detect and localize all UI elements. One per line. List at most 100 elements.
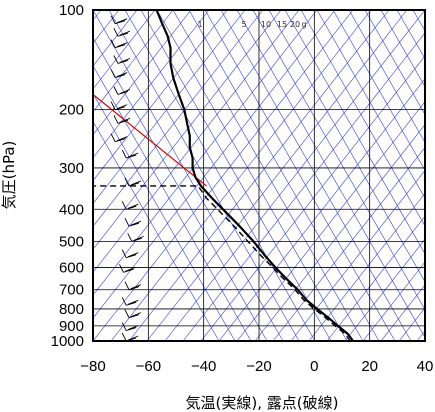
isotherm-line: [93, 10, 354, 341]
wind-barb-staff: [117, 10, 118, 11]
wind-barb-staff: [124, 218, 130, 227]
y-tick-label: 400: [59, 201, 84, 218]
wind-barb-flag: [130, 284, 142, 290]
wind-barb-flag: [117, 91, 129, 95]
dry-adiabat-line: [188, 10, 380, 341]
wind-barb-staff: [121, 149, 127, 159]
mixing-ratio-label: 1: [197, 20, 202, 29]
y-tick-label: 1000: [51, 333, 84, 350]
wind-barb-flag: [123, 268, 134, 273]
isotherm-line: [308, 192, 425, 341]
wind-barb-flag: [131, 237, 142, 242]
wind-barb: [117, 10, 120, 11]
isotherm-line: [272, 147, 425, 341]
wind-barb: [124, 177, 142, 187]
mixing-ratio-label: 10: [261, 20, 271, 29]
dry-adiabat-line: [236, 10, 425, 339]
wind-barb: [121, 249, 139, 259]
wind-barb-staff: [113, 115, 119, 124]
wind-barb-flag: [128, 325, 139, 330]
wind-barb-staff: [110, 133, 116, 142]
wind-barb: [124, 281, 142, 291]
y-tick-label: 800: [59, 301, 84, 318]
wind-barb-flag: [115, 106, 126, 111]
wind-barb-flag: [119, 117, 131, 123]
dry-adiabat-line: [220, 10, 412, 341]
dry-adiabat-line: [252, 10, 425, 311]
y-tick-label: 200: [59, 102, 84, 119]
wind-barb-staff: [113, 28, 119, 37]
isotherm-line: [93, 10, 264, 227]
dry-adiabat-line: [429, 10, 435, 341]
wind-barb: [110, 101, 128, 111]
wind-barb: [113, 55, 131, 64]
wind-barb-staff: [124, 281, 130, 290]
dry-adiabat-line: [124, 10, 316, 341]
wind-barb-flag: [117, 32, 129, 37]
temperature-line: [155, 10, 354, 341]
isotherm-line: [200, 55, 425, 341]
wind-barb: [119, 264, 136, 273]
isotherm-line: [380, 284, 425, 341]
mixing-ratio-label: 15: [277, 20, 287, 29]
dry-adiabat-line: [332, 10, 425, 171]
wind-barb: [110, 133, 128, 143]
wind-barb-staff: [121, 201, 127, 210]
isotherm-line: [93, 10, 318, 296]
wind-barb: [121, 322, 139, 331]
dry-adiabat-line: [93, 65, 252, 341]
wind-barb-flag: [117, 119, 129, 124]
wind-barb-flag: [116, 104, 128, 110]
isotherm-line: [218, 78, 425, 341]
wind-barb-flag: [119, 89, 131, 94]
y-axis-label: 気圧(hPa): [0, 141, 18, 210]
wind-barb-staff: [113, 55, 119, 64]
reference-line: [93, 94, 207, 187]
mixing-ratio-labels: 1 5 10 15 20 g: [197, 20, 306, 29]
isotherm-line: [93, 10, 282, 250]
wind-barb: [110, 69, 128, 78]
isotherm-line: [93, 10, 174, 113]
wind-barb-flag: [126, 205, 137, 210]
wind-barb-flag: [126, 327, 137, 331]
wind-barb: [113, 115, 131, 124]
isotherm-line: [93, 10, 336, 319]
dry-adiabat-line: [172, 10, 364, 341]
x-tick-label: 40: [417, 358, 434, 375]
wind-barb-staff: [121, 249, 127, 258]
y-tick-label: 900: [59, 318, 84, 335]
wind-barb: [121, 201, 139, 210]
wind-barb-flag: [116, 136, 128, 142]
isotherm-line: [93, 10, 192, 136]
dry-adiabat-line: [348, 10, 425, 144]
dry-adiabat-line: [316, 10, 425, 199]
wind-barb-flag: [116, 72, 128, 77]
wind-barb-staff: [119, 264, 124, 273]
isotherm-line: [182, 32, 425, 341]
wind-barb-flag: [128, 182, 140, 187]
x-tick-label: −80: [80, 358, 105, 375]
dry-adiabat-line: [156, 10, 348, 341]
wind-barb: [110, 39, 128, 49]
wind-barb-flag: [130, 180, 142, 186]
isotherm-line: [164, 10, 425, 341]
wind-barb-staff: [110, 69, 116, 78]
dry-adiabat-line: [284, 10, 425, 255]
dry-adiabat-line: [93, 120, 220, 341]
wind-barb-flag: [125, 266, 136, 272]
wind-barb-staff: [113, 86, 119, 95]
dry-adiabat-line: [93, 37, 268, 341]
wind-barb-flag: [126, 254, 137, 259]
wind-barb-flag: [130, 312, 142, 318]
wind-barb-staff: [121, 297, 127, 306]
wind-barb-flag: [115, 74, 126, 78]
y-tick-label: 300: [59, 160, 84, 177]
x-axis-label: 気温(実線), 露点(破線): [186, 394, 339, 412]
x-tick-label: −60: [136, 358, 161, 375]
dry-adiabat-line: [140, 10, 332, 341]
wind-barb-flag: [126, 154, 137, 159]
plot-frame: [92, 9, 426, 342]
isotherm-line: [93, 10, 228, 182]
